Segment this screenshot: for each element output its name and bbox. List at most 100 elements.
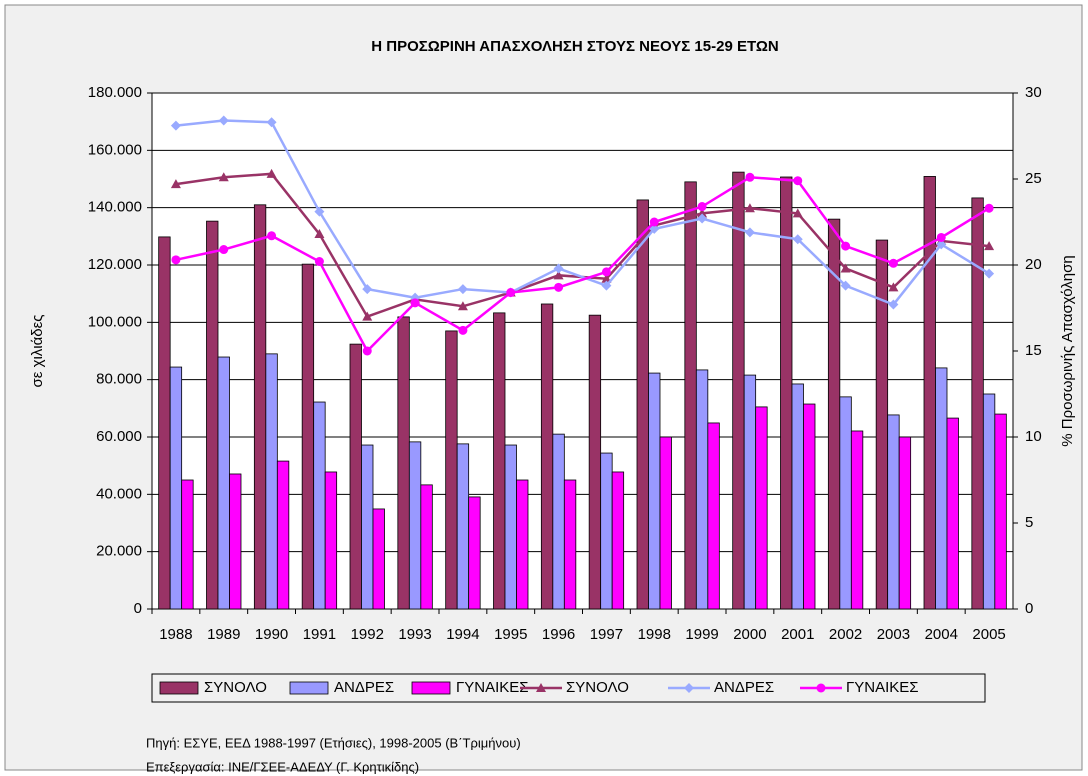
bar <box>946 417 959 610</box>
line-marker <box>744 203 755 213</box>
line-marker <box>218 172 229 182</box>
bar <box>588 314 602 610</box>
bar <box>611 471 625 610</box>
bar <box>994 413 1007 610</box>
line-marker <box>171 255 181 265</box>
y-tick-label: 40.000 <box>96 485 142 502</box>
bar <box>372 508 385 610</box>
line-marker <box>218 115 229 126</box>
line-marker <box>601 267 611 277</box>
x-tick-label: 2002 <box>829 626 862 643</box>
legend-marker <box>536 683 546 692</box>
bar <box>276 460 290 610</box>
legend-marker <box>684 683 694 693</box>
bar <box>707 422 720 610</box>
bar <box>636 199 649 610</box>
bar <box>349 343 362 610</box>
x-tick-label: 1994 <box>446 626 479 643</box>
y-tick-label: 100.000 <box>88 313 142 330</box>
line-marker <box>410 298 420 308</box>
bar <box>935 367 948 610</box>
bar <box>732 171 745 610</box>
bar <box>301 263 315 610</box>
y2-tick-label: 10 <box>1025 428 1042 445</box>
x-tick-label: 1995 <box>494 626 527 643</box>
line-marker <box>601 273 612 283</box>
line-marker <box>841 241 851 251</box>
legend-marker <box>816 683 826 693</box>
bar <box>563 479 577 610</box>
bar <box>504 444 517 610</box>
bar <box>684 181 697 610</box>
line-marker <box>984 203 994 213</box>
line-marker <box>267 231 277 241</box>
legend-label: ΑΝΔΡΕΣ <box>714 679 774 696</box>
bar <box>313 401 326 610</box>
line <box>175 176 990 354</box>
x-tick-label: 1999 <box>685 626 718 643</box>
line-marker <box>840 263 851 273</box>
bar <box>324 471 338 610</box>
line-marker <box>936 239 947 250</box>
bar <box>169 366 183 610</box>
bar <box>982 393 996 610</box>
bar <box>206 220 219 610</box>
line-marker <box>936 232 946 242</box>
y2-tick-label: 0 <box>1025 600 1033 617</box>
bar <box>755 406 768 610</box>
line-marker <box>984 241 995 251</box>
bar <box>229 473 242 610</box>
bar <box>803 403 816 610</box>
bar <box>648 372 661 610</box>
line-marker <box>745 172 755 182</box>
x-tick-label: 1989 <box>207 626 240 643</box>
y-tick-label: 160.000 <box>88 141 142 158</box>
line-marker <box>888 282 899 292</box>
line-marker <box>697 213 708 224</box>
line-marker <box>553 270 564 280</box>
x-tick-label: 1993 <box>398 626 431 643</box>
y-tick-label: 0 <box>134 600 142 617</box>
x-tick-label: 1988 <box>159 626 192 643</box>
x-tick-label: 1991 <box>303 626 336 643</box>
line-marker <box>314 257 324 267</box>
line-marker <box>792 234 803 245</box>
bar <box>743 374 757 610</box>
x-tick-label: 1998 <box>638 626 671 643</box>
y2-tick-label: 25 <box>1025 170 1042 187</box>
y2-tick-label: 5 <box>1025 514 1033 531</box>
plot-area <box>152 93 1013 609</box>
line-marker <box>984 268 995 279</box>
bar <box>445 330 458 610</box>
line-marker <box>553 263 564 274</box>
bar <box>791 383 804 610</box>
line-marker <box>266 168 277 178</box>
x-tick-label: 1996 <box>542 626 575 643</box>
bar <box>516 479 529 610</box>
bar <box>887 414 900 610</box>
line-marker <box>888 258 898 268</box>
line-marker <box>506 288 516 298</box>
note: Πηγή: ΕΣΥΕ, ΕΕΔ 1988-1997 (Ετήσιες), 199… <box>146 735 521 750</box>
bar <box>361 444 374 610</box>
line-marker <box>266 117 277 128</box>
bar <box>971 197 984 610</box>
legend-label: ΓΥΝΑΙΚΕΣ <box>846 679 919 696</box>
y-tick-label: 80.000 <box>96 371 142 388</box>
line-marker <box>649 217 659 227</box>
y2-axis-label: % Προσωρινής Απασχόληση <box>1059 255 1076 447</box>
line-marker <box>601 280 612 291</box>
line-marker <box>362 346 372 356</box>
legend-swatch <box>159 681 199 695</box>
bar <box>408 441 422 610</box>
bar <box>540 303 554 610</box>
line-marker <box>744 227 755 238</box>
y-tick-label: 140.000 <box>88 199 142 216</box>
x-tick-label: 1992 <box>351 626 384 643</box>
legend-label: ΣΥΝΟΛΟ <box>204 679 267 696</box>
bar <box>397 316 410 610</box>
bar <box>158 236 171 610</box>
x-tick-label: 1990 <box>255 626 288 643</box>
y2-tick-label: 15 <box>1025 342 1042 359</box>
x-tick-label: 2005 <box>972 626 1005 643</box>
